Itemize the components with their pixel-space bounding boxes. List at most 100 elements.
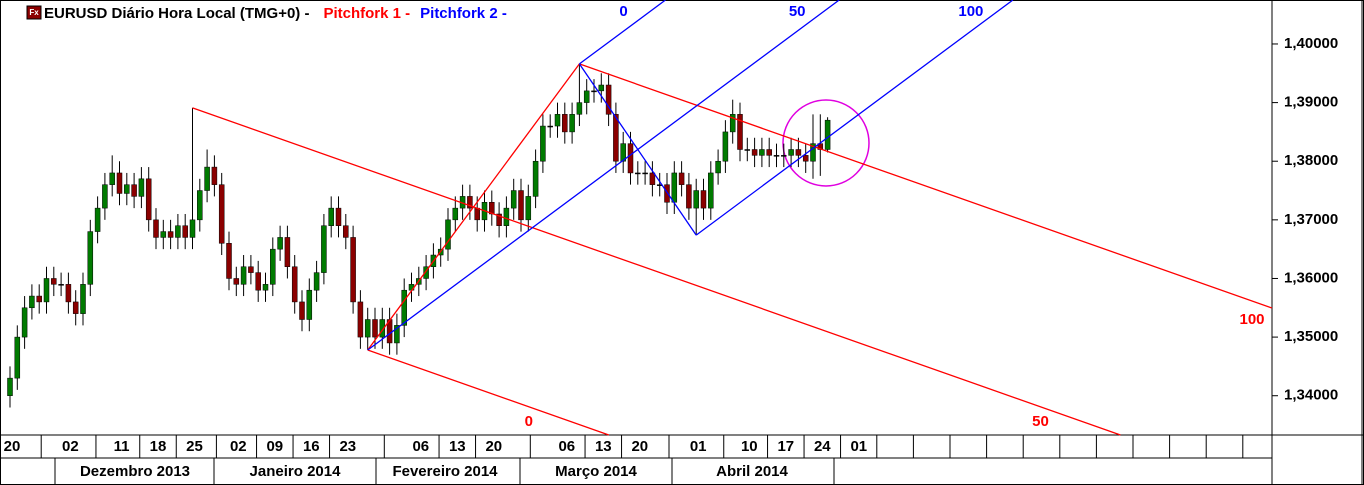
title-text: EURUSD Diário Hora Local (TMG+0) -	[44, 5, 309, 22]
candle-body	[540, 125, 546, 162]
month-label: Março 2014	[555, 463, 637, 480]
legend-entry: Pitchfork 1 -	[323, 5, 410, 22]
y-tick-label: 1,38000	[1284, 152, 1338, 169]
candle-body	[401, 289, 407, 326]
candle-body	[131, 184, 137, 197]
candle-body	[591, 90, 597, 93]
candle-body	[664, 184, 670, 203]
pitchfork-level-label: 100	[958, 3, 983, 20]
candle-body	[649, 172, 656, 185]
candle-body	[7, 377, 13, 396]
x-tick-label: 01	[850, 438, 867, 455]
candle-body	[29, 295, 35, 309]
y-tick-label: 1,39000	[1284, 94, 1338, 111]
pitchfork-level-label: 50	[789, 3, 806, 20]
candle-body	[182, 225, 188, 238]
candle-body	[496, 213, 502, 226]
icon-label: Fx	[29, 8, 39, 17]
month-label: Dezembro 2013	[80, 463, 190, 480]
candle-body	[583, 90, 590, 103]
x-tick-label: 02	[62, 438, 79, 455]
candle-body	[810, 143, 816, 162]
candle-body	[722, 131, 729, 162]
candle-body	[291, 266, 298, 303]
candle-body	[262, 284, 269, 291]
x-tick-label: 20	[4, 438, 21, 455]
candle-body	[510, 190, 517, 209]
pitchfork-level-label: 100	[1239, 311, 1264, 328]
candle-body	[824, 119, 831, 150]
x-tick-label: 20	[485, 438, 502, 455]
candle-body	[766, 149, 772, 156]
candle-body	[284, 237, 291, 267]
candle-body	[197, 190, 203, 221]
legend-entry: Pitchfork 2 -	[420, 5, 507, 22]
candles	[7, 63, 831, 408]
candle-body	[532, 160, 539, 197]
candle-body	[270, 248, 276, 285]
candle-body	[58, 284, 64, 286]
x-tick-label: 13	[449, 438, 466, 455]
x-tick-label: 01	[690, 438, 707, 455]
candle-body	[364, 319, 371, 338]
x-tick-label: 18	[150, 438, 167, 455]
pitchfork-level-label: 50	[1032, 413, 1049, 430]
candle-body	[233, 278, 240, 285]
candle-body	[145, 178, 152, 221]
candle-body	[715, 160, 721, 174]
candle-body	[218, 184, 225, 244]
pitchfork-line	[695, 0, 1014, 236]
candle-body	[467, 196, 473, 209]
y-tick-label: 1,35000	[1284, 328, 1338, 345]
candle-body	[335, 207, 342, 226]
candle-body	[773, 155, 780, 157]
y-tick-label: 1,40000	[1284, 35, 1338, 52]
candle-body	[781, 155, 787, 157]
candle-body	[598, 84, 605, 92]
candle-body	[109, 172, 115, 185]
candle-body	[795, 149, 802, 156]
candle-body	[635, 172, 641, 175]
candle-body	[525, 196, 532, 221]
candle-body	[72, 301, 79, 314]
candle-body	[372, 319, 378, 338]
candle-body	[21, 307, 28, 338]
candle-body	[43, 278, 50, 303]
candle-body	[328, 207, 334, 226]
candle-body	[277, 237, 283, 250]
candle-body	[226, 243, 232, 279]
candle-body	[642, 172, 648, 175]
icon	[26, 5, 42, 20]
candle-body	[138, 178, 145, 197]
candle-body	[343, 225, 349, 238]
candle-body	[802, 155, 809, 162]
pitchfork-line	[367, 0, 840, 351]
candle-body	[248, 266, 254, 273]
candle-body	[686, 184, 692, 209]
chart-title: EURUSD Diário Hora Local (TMG+0) - Pitchf…	[44, 5, 507, 22]
pitchfork-line	[579, 63, 1273, 309]
candle-body	[605, 84, 612, 115]
x-tick-label: 06	[558, 438, 575, 455]
x-tick-label: 23	[339, 438, 356, 455]
candle-body	[80, 284, 86, 314]
candle-body	[759, 149, 765, 156]
candle-body	[240, 266, 247, 285]
x-tick-label: 25	[186, 438, 203, 455]
month-label: Abril 2014	[716, 463, 788, 480]
candle-body	[547, 125, 553, 128]
candle-body	[116, 172, 123, 194]
x-tick-label: 17	[777, 438, 794, 455]
x-tick-label: 24	[814, 438, 831, 455]
candle-body	[569, 114, 575, 133]
candle-body	[102, 184, 108, 209]
pitchfork-line	[367, 349, 610, 436]
candle-body	[620, 143, 626, 162]
candle-body	[321, 225, 327, 273]
x-tick-label: 11	[114, 438, 130, 455]
candle-body	[160, 231, 167, 238]
pitchfork-line	[192, 107, 1121, 436]
candle-body	[700, 190, 707, 209]
